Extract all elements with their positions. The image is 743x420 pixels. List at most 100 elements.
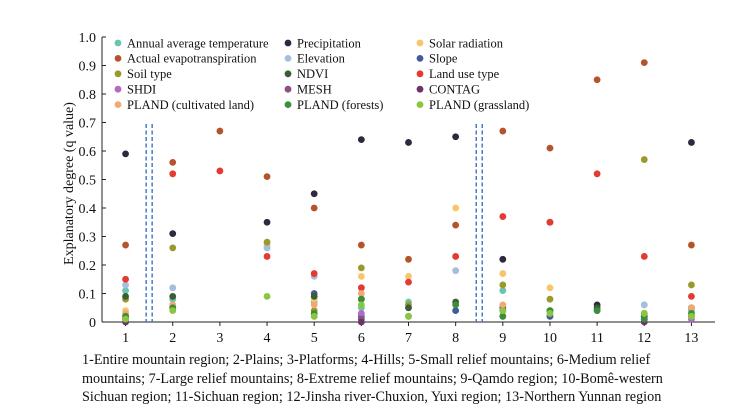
y-tick-label: 0.1 <box>79 288 97 303</box>
data-point <box>357 290 365 297</box>
legend-label: PLAND (grassland) <box>429 98 529 112</box>
data-point <box>499 281 507 289</box>
y-tick-label: 0.7 <box>79 117 97 132</box>
legend-label: SHDI <box>127 83 156 97</box>
caption-line-3: Sichuan region; 11-Sichuan region; 12-Ji… <box>82 389 662 405</box>
data-point <box>499 287 507 295</box>
data-points <box>122 59 695 326</box>
data-point <box>216 127 224 135</box>
data-point <box>310 312 318 320</box>
data-point <box>263 218 271 226</box>
x-tick-label: 2 <box>169 331 176 346</box>
y-tick-label: 0.4 <box>79 202 97 217</box>
data-point <box>593 307 601 314</box>
data-point <box>122 281 129 289</box>
legend-marker <box>416 39 424 47</box>
legend-label: Elevation <box>297 52 346 66</box>
separator-lines <box>145 124 483 322</box>
data-point <box>640 310 648 317</box>
x-tick-label: 7 <box>405 331 412 346</box>
data-point <box>310 301 318 309</box>
data-point <box>499 255 507 263</box>
legend-marker <box>114 55 122 62</box>
data-point <box>688 312 695 320</box>
x-tick-label: 12 <box>637 331 651 346</box>
data-point <box>263 238 271 246</box>
legend-marker <box>416 70 424 78</box>
y-tick-label: 0.6 <box>79 145 97 160</box>
data-point <box>122 315 129 323</box>
data-point <box>452 221 460 229</box>
y-tick-label: 0.2 <box>79 259 97 274</box>
legend-marker <box>284 70 292 78</box>
x-tick-label: 6 <box>358 331 365 346</box>
legend-marker <box>284 39 292 47</box>
data-point <box>405 255 412 263</box>
data-point <box>169 159 177 166</box>
data-point <box>357 295 365 303</box>
data-point <box>499 301 507 309</box>
data-point <box>357 273 365 280</box>
data-point <box>405 273 412 280</box>
data-point <box>405 278 412 286</box>
data-point <box>405 312 412 320</box>
data-point <box>357 136 365 144</box>
figure-caption: 1-Entire mountain region; 2-Plains; 3-Pl… <box>82 351 737 407</box>
data-point <box>452 253 460 260</box>
legend-marker <box>416 55 424 62</box>
data-point <box>263 292 271 300</box>
legend-label: Slope <box>429 52 458 66</box>
data-point <box>263 253 271 260</box>
data-point <box>688 139 695 146</box>
y-axis-label: Explanatory degree (q value) <box>62 102 77 265</box>
legend-marker <box>284 85 292 93</box>
legend-marker <box>284 101 292 108</box>
legend-label: NDVI <box>297 67 328 81</box>
data-point <box>452 133 460 141</box>
data-point <box>169 170 177 178</box>
data-point <box>452 307 460 314</box>
data-point <box>169 292 177 300</box>
data-point <box>640 59 648 67</box>
legend: Annual average temperature Precipitation S… <box>114 36 529 112</box>
data-point <box>499 127 507 135</box>
data-point <box>640 253 648 260</box>
data-point <box>688 281 695 289</box>
legend-label: Annual average temperature <box>127 36 269 50</box>
legend-label: Precipitation <box>297 36 362 50</box>
data-point <box>357 301 365 309</box>
data-point <box>263 244 271 252</box>
data-point <box>122 275 129 283</box>
data-point <box>688 304 695 312</box>
data-point <box>310 204 318 212</box>
data-point <box>640 301 648 309</box>
data-point <box>593 76 601 84</box>
data-point <box>593 170 601 178</box>
data-point <box>452 204 460 212</box>
data-point <box>310 270 318 277</box>
data-point <box>169 244 177 252</box>
data-point <box>499 307 507 314</box>
data-point <box>688 241 695 249</box>
data-point <box>357 318 365 326</box>
x-tick-label: 5 <box>311 331 318 346</box>
data-point <box>546 310 554 317</box>
x-tick-label: 1 <box>122 331 129 346</box>
data-point <box>169 284 177 292</box>
data-point <box>310 292 318 300</box>
legend-marker <box>114 70 122 78</box>
caption-line-2: mountains; 7-Large relief mountains; 8-E… <box>82 370 663 387</box>
data-point <box>357 284 365 292</box>
y-tick-label: 1.0 <box>79 31 97 46</box>
x-tick-label: 3 <box>216 331 223 346</box>
data-point <box>216 167 224 175</box>
data-point <box>546 218 554 226</box>
data-point <box>357 241 365 249</box>
x-tick-label: 8 <box>452 331 459 346</box>
data-point <box>688 292 695 300</box>
legend-label: Actual evapotranspiration <box>127 52 257 66</box>
data-point <box>310 190 318 198</box>
data-point <box>169 307 177 314</box>
data-point <box>405 139 412 146</box>
x-tick-label: 10 <box>543 331 557 346</box>
